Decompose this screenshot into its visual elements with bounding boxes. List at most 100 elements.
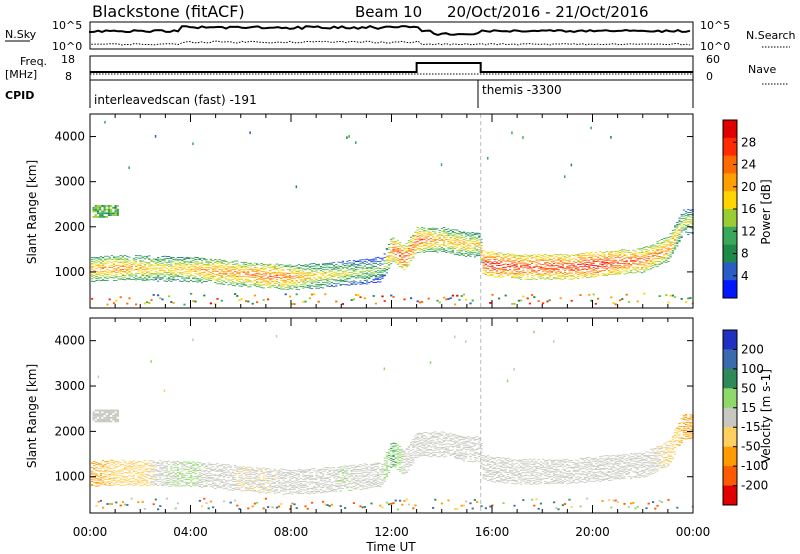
velocity-cell bbox=[238, 471, 241, 473]
velocity-cell bbox=[154, 464, 157, 466]
velocity-cell bbox=[212, 470, 215, 471]
velocity-cell bbox=[251, 474, 254, 476]
velocity-cell bbox=[304, 491, 307, 493]
power-cell bbox=[575, 255, 578, 257]
velocity-cell bbox=[275, 334, 278, 338]
power-cell bbox=[383, 257, 386, 258]
power-cell bbox=[612, 261, 615, 263]
velocity-cell bbox=[214, 473, 217, 475]
power-cell bbox=[526, 297, 529, 300]
power-cell bbox=[205, 269, 208, 271]
velocity-cell bbox=[273, 482, 276, 484]
power-cell bbox=[601, 275, 604, 277]
velocity-cell bbox=[161, 467, 164, 469]
power-cell bbox=[368, 263, 371, 265]
power-cell bbox=[636, 271, 639, 273]
power-cell bbox=[161, 259, 164, 261]
power-cell bbox=[416, 245, 419, 246]
power-cell bbox=[190, 269, 193, 271]
power-cell bbox=[663, 241, 666, 243]
velocity-cell bbox=[176, 483, 179, 485]
power-cell bbox=[656, 256, 659, 257]
velocity-cell bbox=[201, 486, 204, 488]
velocity-cell bbox=[185, 466, 188, 468]
power-cell bbox=[460, 252, 463, 254]
power-cell bbox=[262, 279, 265, 281]
power-cell bbox=[561, 258, 564, 260]
velocity-cell bbox=[313, 493, 316, 494]
power-cell bbox=[319, 276, 322, 278]
power-cell bbox=[97, 277, 100, 278]
power-cell bbox=[359, 281, 362, 283]
power-cell bbox=[621, 260, 624, 262]
power-cell bbox=[590, 252, 593, 253]
power-cell bbox=[632, 253, 635, 254]
power-cell bbox=[157, 271, 160, 273]
power-cell bbox=[168, 270, 171, 272]
power-cell bbox=[667, 244, 670, 246]
power-cell bbox=[214, 267, 217, 269]
power-cell bbox=[128, 278, 131, 280]
power-cell bbox=[262, 273, 265, 275]
power-cell bbox=[278, 270, 281, 272]
power-cell bbox=[247, 286, 250, 288]
power-cell bbox=[341, 275, 344, 277]
power-cell bbox=[594, 261, 597, 262]
power-cell bbox=[572, 274, 575, 276]
power-cell bbox=[91, 257, 94, 258]
power-cell bbox=[678, 223, 681, 225]
power-cell bbox=[513, 274, 516, 276]
power-cell bbox=[638, 271, 641, 273]
power-cell bbox=[322, 278, 325, 280]
power-cell bbox=[619, 250, 622, 252]
power-cell bbox=[550, 267, 553, 269]
velocity-cell bbox=[293, 492, 296, 493]
power-cell bbox=[676, 235, 679, 236]
power-cell bbox=[546, 277, 549, 278]
power-cell bbox=[110, 271, 113, 273]
power-cell bbox=[656, 245, 659, 247]
power-cell bbox=[449, 237, 452, 238]
power-cell bbox=[174, 268, 177, 270]
velocity-cell bbox=[165, 480, 168, 481]
power-cell bbox=[557, 262, 560, 264]
power-cell bbox=[143, 258, 146, 260]
velocity-cell bbox=[236, 469, 239, 471]
velocity-cell bbox=[245, 488, 248, 490]
power-cell bbox=[548, 255, 551, 257]
power-cell bbox=[526, 278, 529, 280]
power-cell bbox=[394, 258, 397, 260]
power-cell bbox=[522, 295, 525, 298]
power-cell bbox=[357, 268, 360, 270]
power-cell bbox=[157, 277, 160, 279]
power-cell bbox=[344, 265, 347, 266]
power-cell bbox=[520, 266, 523, 268]
power-cell bbox=[282, 266, 285, 268]
power-cell bbox=[218, 272, 221, 274]
power-cell bbox=[445, 231, 448, 233]
power-cell bbox=[207, 268, 210, 270]
power-cell bbox=[579, 258, 582, 260]
power-cell bbox=[399, 259, 402, 261]
velocity-cell bbox=[183, 477, 186, 478]
power-cell bbox=[304, 286, 307, 288]
power-cell bbox=[339, 268, 342, 270]
velocity-cell bbox=[181, 477, 184, 479]
velocity-cell bbox=[99, 470, 102, 472]
power-cell bbox=[385, 259, 388, 260]
velocity-cell bbox=[317, 485, 320, 486]
power-cell bbox=[245, 276, 248, 278]
power-cell bbox=[121, 255, 124, 257]
power-cell bbox=[473, 241, 476, 242]
power-cell bbox=[372, 295, 375, 297]
power-cell bbox=[181, 276, 184, 278]
power-cell bbox=[638, 249, 641, 251]
velocity-cell bbox=[172, 470, 175, 472]
power-cell bbox=[366, 276, 369, 278]
velocity-cell bbox=[161, 485, 164, 486]
power-cell bbox=[652, 252, 655, 254]
velocity-cell bbox=[218, 476, 221, 478]
power-cell bbox=[245, 268, 248, 270]
power-cell bbox=[542, 267, 545, 269]
power-cell bbox=[531, 267, 534, 269]
